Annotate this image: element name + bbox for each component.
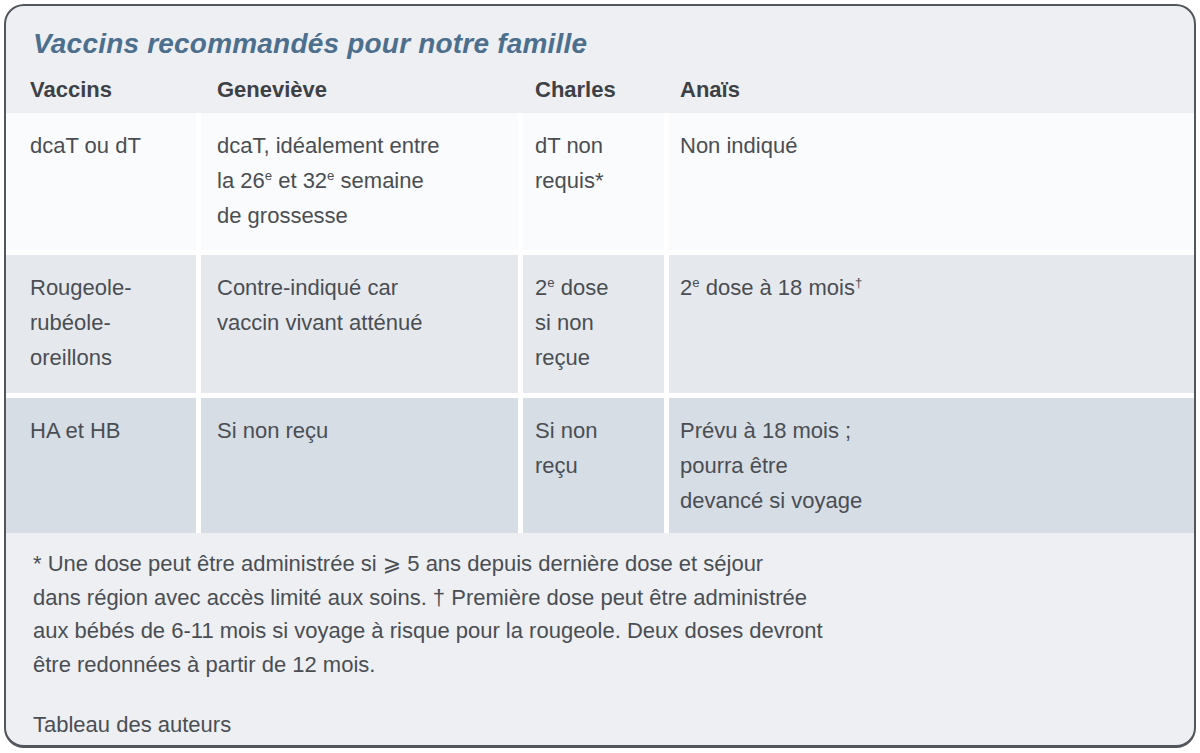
column-header-charles: Charles: [523, 77, 664, 103]
column-header-genevieve: Geneviève: [201, 77, 518, 103]
table-title: Vaccins recommandés pour notre famille: [6, 28, 1194, 60]
credit-text: Tableau des auteurs: [33, 712, 1170, 738]
column-header-vaccins: Vaccins: [6, 77, 196, 103]
vaccine-table-card: Vaccins recommandés pour notre famille V…: [4, 4, 1196, 748]
table-cell: Non indiqué: [669, 113, 1194, 250]
table-cell: dcaT ou dT: [6, 113, 196, 250]
table-cell: Si non reçu: [201, 398, 518, 533]
table-header-row: Vaccins Geneviève Charles Anaïs: [6, 77, 1194, 103]
table-cell: dcaT, idéalement entrela 26e et 32e sema…: [201, 113, 518, 250]
table-cell: dT nonrequis*: [523, 113, 664, 250]
table-cell: Rougeole-rubéole-oreillons: [6, 255, 196, 393]
table-cell: 2e dosesi nonreçue: [523, 255, 664, 393]
table-cell: 2e dose à 18 mois†: [669, 255, 1194, 393]
footnote-text: * Une dose peut être administrée si ⩾ 5 …: [33, 547, 1170, 681]
column-header-anais: Anaïs: [669, 77, 1194, 103]
table-cell: Si nonreçu: [523, 398, 664, 533]
table-cell: HA et HB: [6, 398, 196, 533]
table-cell: Contre-indiqué carvaccin vivant atténué: [201, 255, 518, 393]
table-body: dcaT ou dTdcaT, idéalement entrela 26e e…: [6, 113, 1194, 533]
table-cell: Prévu à 18 mois ;pourra êtredevancé si v…: [669, 398, 1194, 533]
